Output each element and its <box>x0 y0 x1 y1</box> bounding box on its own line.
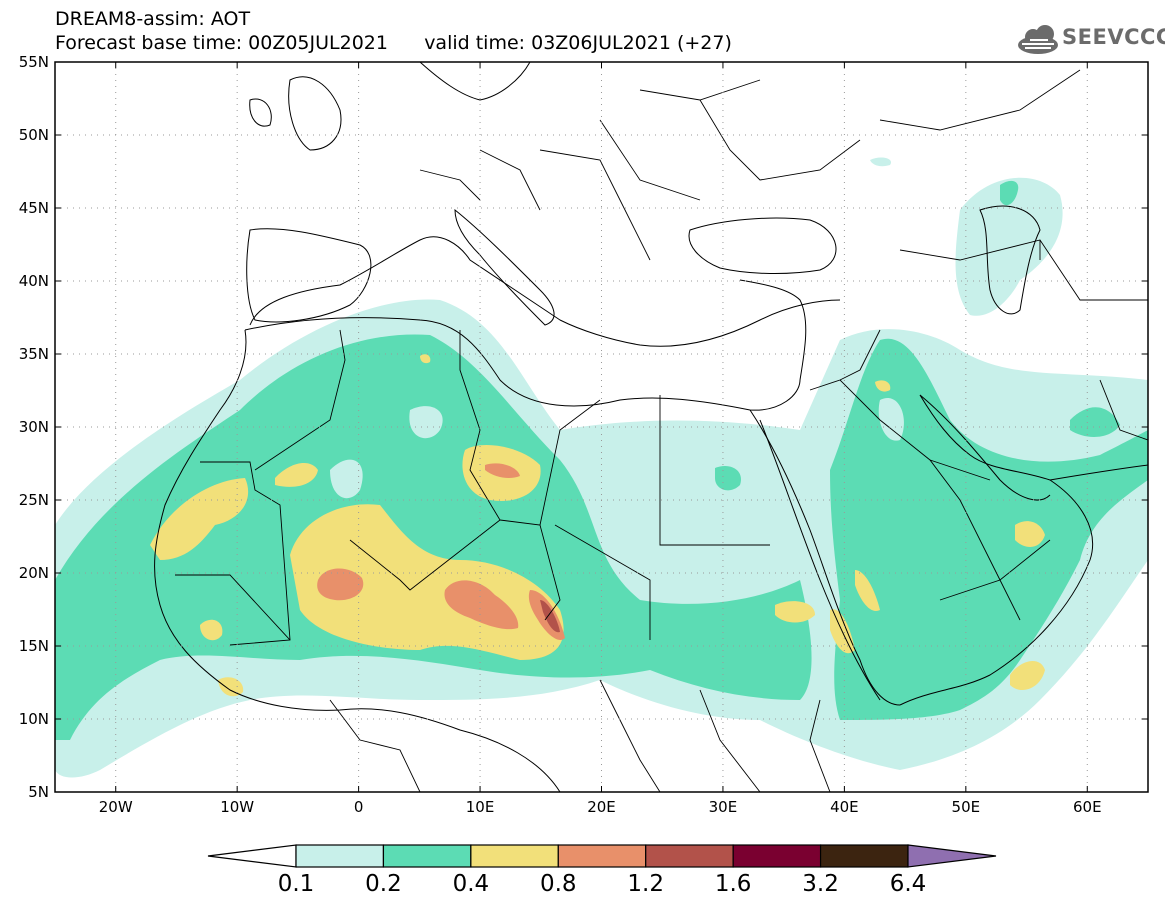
cloud-logo-icon <box>1018 25 1058 54</box>
colorbar-label: 1.2 <box>627 871 664 897</box>
lat-label: 40N <box>19 272 49 290</box>
colorbar-high-arrow <box>907 844 997 868</box>
lat-label: 25N <box>19 491 49 509</box>
colorbar-label: 0.8 <box>540 871 577 897</box>
colorbar-swatch <box>470 844 559 868</box>
colorbar-swatch <box>645 844 734 868</box>
lat-label: 55N <box>19 53 49 71</box>
colorbar <box>207 844 997 868</box>
lat-label: 20N <box>19 564 49 582</box>
lon-label: 60E <box>1073 798 1102 816</box>
colorbar-swatch <box>382 844 472 868</box>
coastlines <box>154 62 1148 792</box>
colorbar-low-arrow <box>207 844 297 868</box>
colorbar-label: 6.4 <box>890 871 927 897</box>
lon-label: 50E <box>952 798 981 816</box>
map-title: DREAM8-assim: AOT <box>55 8 251 30</box>
aot-holes <box>310 398 904 696</box>
aot-level-1.2 <box>540 600 560 633</box>
colorbar-swatch <box>295 844 385 868</box>
aot-fields <box>55 157 1148 778</box>
colorbar-label: 0.1 <box>278 871 315 897</box>
colorbar-label: 0.4 <box>453 871 490 897</box>
grid-lines <box>55 62 1148 792</box>
lon-label: 20W <box>99 798 133 816</box>
logo-text: SEEVCCC <box>1062 25 1165 49</box>
colorbar-labels: 0.1 0.2 0.4 0.8 1.2 1.6 3.2 6.4 <box>278 871 927 897</box>
lat-label: 15N <box>19 637 49 655</box>
borders <box>175 69 1148 792</box>
aot-level-0.2 <box>55 180 1148 740</box>
lon-label: 40E <box>830 798 859 816</box>
colorbar-label: 0.2 <box>365 871 402 897</box>
colorbar-label: 3.2 <box>802 871 839 897</box>
lat-label: 35N <box>19 345 49 363</box>
lon-label: 10W <box>220 798 254 816</box>
lon-label: 10E <box>466 798 495 816</box>
lat-label: 45N <box>19 199 49 217</box>
lat-label: 10N <box>19 710 49 728</box>
colorbar-swatch <box>819 844 909 868</box>
lon-label: 30E <box>709 798 738 816</box>
colorbar-swatch <box>557 844 647 868</box>
colorbar-label: 1.6 <box>715 871 752 897</box>
lat-label: 5N <box>28 783 49 801</box>
lat-label: 50N <box>19 126 49 144</box>
lon-label: 0 <box>354 798 364 816</box>
lon-label: 20E <box>587 798 616 816</box>
colorbar-swatch <box>732 844 822 868</box>
forecast-time-line: Forecast base time: 00Z05JUL2021 valid t… <box>55 32 732 54</box>
lat-label: 30N <box>19 418 49 436</box>
latitude-labels: 55N 50N 45N 40N 35N 30N 25N 20N 15N 10N 5N <box>19 53 1148 801</box>
longitude-labels: 20W 10W 0 10E 20E 30E 40E 50E 60E <box>99 62 1102 816</box>
